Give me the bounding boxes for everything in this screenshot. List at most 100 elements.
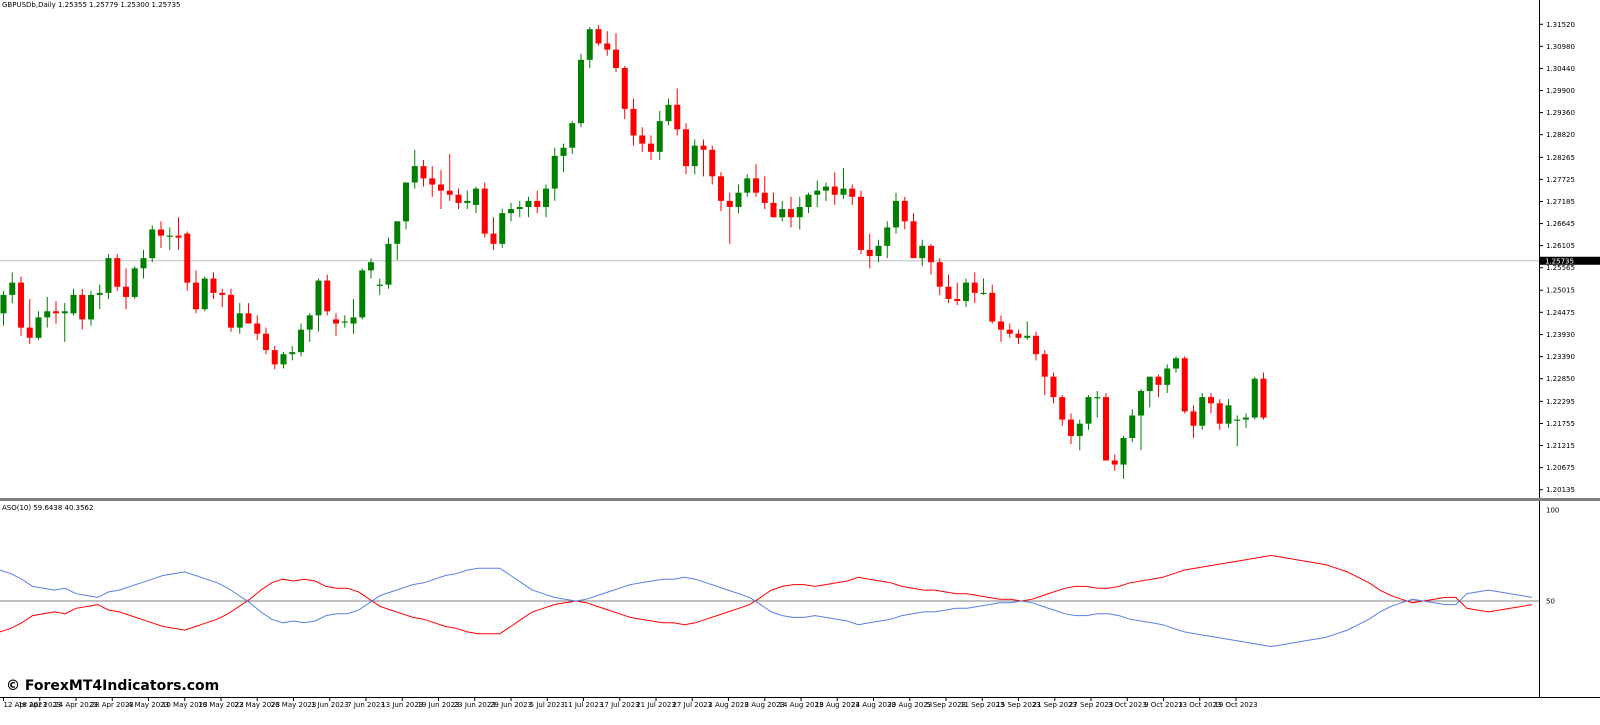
candle — [875, 239, 882, 263]
candle — [385, 237, 392, 289]
time-tick-label: 16 May 2023 — [198, 701, 244, 709]
candle-body — [1225, 405, 1232, 424]
candle — [280, 352, 287, 369]
candle — [1094, 390, 1101, 418]
candle — [254, 315, 261, 340]
candle-body — [805, 194, 812, 208]
candle-body — [1094, 397, 1101, 399]
candle — [1225, 399, 1232, 428]
candle-body — [298, 329, 304, 353]
candle — [1155, 374, 1162, 398]
candle-body — [910, 221, 917, 259]
time-tick-label: 11 Sep 2023 — [960, 701, 1004, 709]
candle-body — [446, 190, 453, 195]
candle — [9, 272, 16, 304]
candle-body — [770, 202, 777, 218]
candle — [674, 88, 681, 136]
candle — [140, 249, 147, 279]
candle — [324, 274, 331, 316]
price-tick-label: 1.21215 — [1546, 442, 1575, 450]
candle-body — [228, 294, 234, 328]
candle-body — [114, 258, 121, 287]
aso-bulls-line — [0, 554, 1533, 635]
aso-tick-label: 50 — [1546, 598, 1555, 606]
aso-bears-line — [0, 567, 1533, 648]
candle — [648, 135, 654, 160]
candle — [403, 182, 409, 230]
candle-body — [753, 178, 759, 193]
candle-body — [578, 59, 584, 124]
candle — [35, 311, 42, 340]
candle — [481, 182, 488, 238]
candle — [464, 190, 471, 210]
candle — [289, 346, 296, 361]
price-tick-label: 1.22850 — [1546, 375, 1575, 383]
price-tick-label: 1.29900 — [1546, 87, 1575, 95]
candle-body — [1024, 335, 1031, 338]
candle — [499, 209, 506, 248]
candle-body — [1173, 358, 1179, 369]
candle — [1216, 399, 1223, 430]
candle — [429, 166, 436, 197]
candle-body — [88, 294, 94, 320]
candle-body — [674, 104, 681, 130]
candle-body — [630, 108, 637, 136]
candle-body — [1015, 333, 1022, 338]
time-tick-label: 10 May 2023 — [162, 701, 208, 709]
candle — [779, 200, 786, 222]
candle — [910, 213, 917, 259]
candle — [368, 258, 374, 279]
candle-body — [508, 209, 514, 214]
price-tick-label: 1.20675 — [1546, 464, 1575, 472]
candle-body — [919, 245, 926, 259]
candle-body — [9, 282, 16, 295]
candle — [1146, 376, 1153, 408]
candle-body — [823, 186, 829, 191]
time-tick-label: 4 May 2023 — [128, 701, 169, 709]
pane-separator-axis — [1540, 498, 1600, 501]
pane-separator — [0, 498, 1540, 501]
candle-body — [639, 135, 646, 144]
candle-body — [901, 200, 908, 222]
candle — [639, 127, 646, 152]
candle-body — [534, 200, 541, 208]
candle — [1111, 454, 1118, 471]
candle-body — [411, 166, 418, 183]
candle-body — [158, 229, 164, 236]
candle — [753, 164, 759, 197]
candle-body — [1068, 419, 1074, 436]
candle — [928, 243, 934, 275]
price-tick-label: 1.23390 — [1546, 353, 1575, 361]
candle — [1251, 376, 1258, 420]
candle — [831, 172, 838, 205]
candle — [18, 276, 24, 336]
candle-body — [761, 192, 768, 203]
candle-body — [954, 298, 961, 302]
candle-body — [525, 200, 532, 208]
current-price-label: 1.25735 — [1545, 257, 1574, 265]
candle-body — [998, 321, 1004, 330]
candle-body — [0, 294, 7, 314]
candle — [1076, 419, 1083, 451]
candle-body — [1138, 390, 1144, 416]
candle-body — [1243, 417, 1249, 420]
candle-body — [595, 29, 602, 44]
candle-body — [368, 262, 374, 271]
candle — [805, 192, 812, 214]
candle-body — [403, 182, 409, 222]
candle-body — [866, 249, 873, 257]
price-tick-label: 1.30440 — [1546, 65, 1575, 73]
price-tick-label: 1.28820 — [1546, 131, 1575, 139]
candle — [656, 110, 663, 160]
candle-body — [481, 188, 488, 234]
candle — [1138, 388, 1144, 451]
time-tick-label: 14 Aug 2023 — [779, 701, 824, 709]
time-tick-label: 21 Jul 2023 — [636, 701, 676, 709]
candle — [726, 192, 733, 244]
candle-body — [884, 227, 891, 246]
candle-body — [219, 292, 226, 295]
price-tick-label: 1.27185 — [1546, 198, 1575, 206]
candle — [700, 139, 707, 177]
candle-body — [333, 319, 339, 324]
